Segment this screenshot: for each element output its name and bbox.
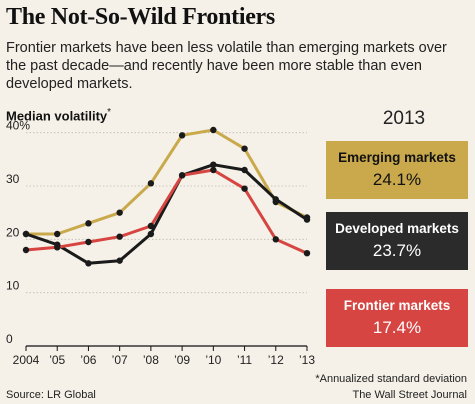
x-tick-label: ’10 [205,353,221,367]
chart-subtitle: Frontier markets have been less volatile… [6,40,447,92]
x-tick-label: ’05 [49,353,65,367]
frontier-markets-box: Frontier markets 17.4% [326,289,468,347]
developed-markets-label: Developed markets [335,221,459,236]
frontier-markets-point [54,244,61,251]
frontier-markets-value: 17.4% [372,318,422,337]
emerging-markets-point [54,230,61,238]
x-tick-label: ’08 [143,353,159,367]
frontier-markets-point [147,222,155,230]
developed-markets-point [85,260,92,267]
x-tick-label: ’11 [237,353,252,367]
frontier-markets-point [178,172,186,179]
developed-markets-point [303,216,311,223]
developed-markets-box: Developed markets 23.7% [326,212,468,270]
frontier-markets-point [303,250,311,257]
x-tick-label: ’13 [299,353,315,367]
emerging-markets-value: 24.1% [372,170,422,189]
source-note: Source: LR Global [6,389,96,401]
y-tick-label: 40% [6,119,30,133]
chart-title: The Not-So-Wild Frontiers [6,4,275,30]
emerging-markets-point [116,209,123,216]
frontier-markets-point [85,238,92,246]
x-tick-label: ’07 [112,353,128,367]
y-axis-label: Median volatility* [6,107,111,123]
footnote: *Annualized standard deviation [315,373,467,385]
y-axis-label-text: Median volatility [6,108,108,124]
developed-markets-value: 23.7% [372,241,422,260]
y-tick-label: 0 [6,332,13,346]
x-tick-label: ’06 [80,353,96,367]
developed-markets-point [116,257,123,264]
developed-markets-point [241,166,248,174]
x-tick-label: 2004 [13,353,40,367]
emerging-markets-point [85,220,92,227]
emerging-markets-box: Emerging markets 24.1% [326,141,468,199]
emerging-markets-label: Emerging markets [338,150,456,165]
emerging-markets-point [241,145,248,152]
developed-markets-point [210,161,217,168]
frontier-markets-point [272,236,279,243]
x-tick-label: ’09 [174,353,190,367]
frontier-markets-label: Frontier markets [343,298,451,313]
emerging-markets-line [26,128,308,236]
frontier-markets-line [25,168,308,255]
emerging-markets-point [178,132,186,139]
y-tick-label: 20 [6,225,20,239]
developed-markets-point [22,230,30,238]
panel-year: 2013 [382,108,426,129]
frontier-markets-point [241,185,248,192]
y-tick-label: 10 [6,279,20,293]
credit-line: The Wall Street Journal [352,389,467,401]
y-tick-label: 30 [6,172,20,186]
x-tick-label: ’12 [268,353,284,367]
frontier-markets-point [116,233,123,240]
emerging-markets-point [210,126,217,134]
emerging-markets-point [147,180,155,187]
developed-markets-point [272,196,279,203]
frontier-markets-point [210,166,217,174]
developed-markets-line [25,163,308,265]
y-axis-label-marker: * [107,107,112,118]
developed-markets-point [147,230,155,238]
frontier-markets-point [22,246,30,254]
